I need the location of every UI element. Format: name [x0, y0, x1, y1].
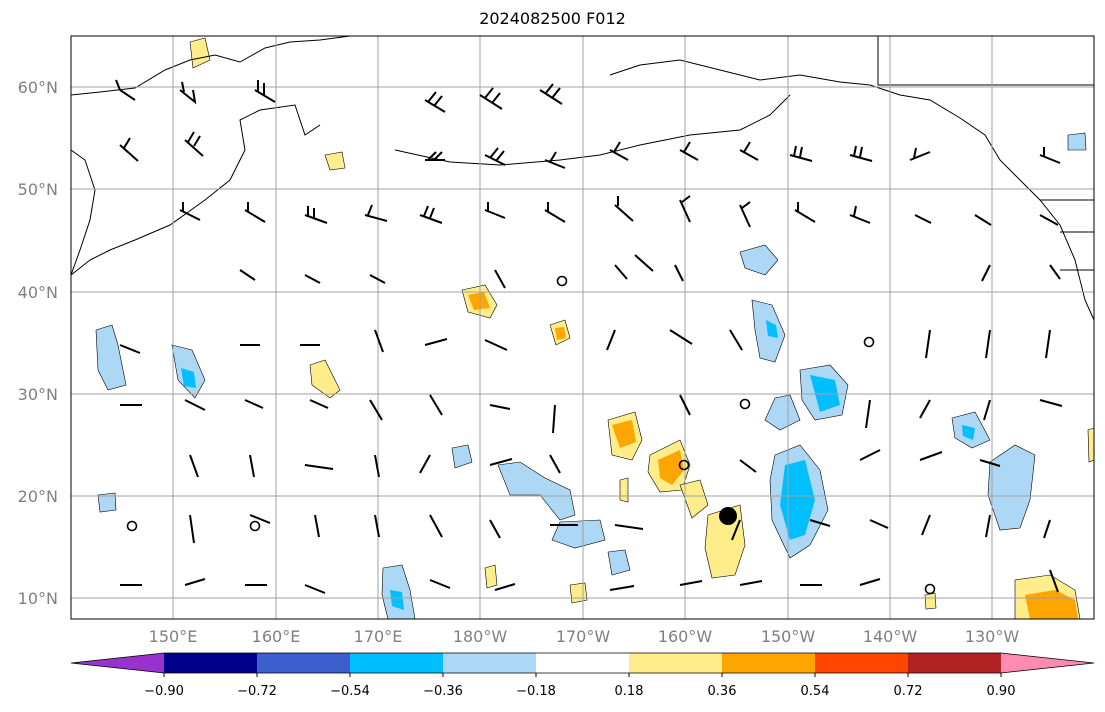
- colorbar-tick-label: 0.18: [615, 684, 644, 699]
- lon-label: 170°W: [556, 627, 611, 646]
- wind-barbs: [115, 79, 1063, 594]
- lon-label: 180°W: [453, 627, 508, 646]
- lon-label: 130°W: [965, 627, 1020, 646]
- lat-label: 30°N: [18, 385, 58, 404]
- colorbar-segment: [722, 653, 816, 673]
- colorbar-segment: [536, 653, 630, 673]
- colorbar-tick-label: −0.72: [237, 684, 277, 699]
- lon-label: 140°W: [863, 627, 918, 646]
- colorbar-tick-label: −0.36: [423, 684, 463, 699]
- colorbar-segment: [257, 653, 351, 673]
- lon-label: 160°E: [252, 627, 301, 646]
- colorbar-tick-labels: −0.90 −0.72 −0.54 −0.36 −0.18 0.18 0.36 0.54 0.7…: [144, 673, 1015, 699]
- lat-label: 40°N: [18, 283, 58, 302]
- lon-label: 170°E: [354, 627, 403, 646]
- colorbar-tick-label: 0.72: [894, 684, 923, 699]
- latitude-labels: 60°N 50°N 40°N 30°N 20°N 10°N: [18, 78, 58, 608]
- colorbar-tick-label: 0.54: [801, 684, 830, 699]
- colorbar-tick-label: −0.18: [516, 684, 556, 699]
- colorbar-segment: [815, 653, 909, 673]
- graticule: [71, 36, 1094, 619]
- colorbar-segment: [443, 653, 537, 673]
- lon-label: 160°W: [658, 627, 713, 646]
- calm-markers: [126, 275, 936, 595]
- lat-label: 20°N: [18, 487, 58, 506]
- colorbar-segment: [1001, 653, 1094, 673]
- colorbar-segment: [350, 653, 444, 673]
- colorbar-tick-label: 0.90: [987, 684, 1016, 699]
- colorbar-tick-label: −0.90: [144, 684, 184, 699]
- lat-label: 50°N: [18, 180, 58, 199]
- location-marker: [719, 507, 737, 525]
- colorbar-segment: [908, 653, 1002, 673]
- colorbar-segment: [164, 653, 258, 673]
- lon-label: 150°W: [761, 627, 816, 646]
- colorbar-tick-label: −0.54: [330, 684, 370, 699]
- map-title: 2024082500 F012: [479, 9, 626, 28]
- lon-label: 150°E: [149, 627, 198, 646]
- lat-label: 10°N: [18, 589, 58, 608]
- colorbar-segment: [71, 653, 164, 673]
- map-frame: [70, 35, 1095, 620]
- colorbar-segment: [629, 653, 723, 673]
- lat-label: 60°N: [18, 78, 58, 97]
- colorbar-tick-label: 0.36: [708, 684, 737, 699]
- longitude-labels: 150°E 160°E 170°E 180°W 170°W 160°W 150°…: [149, 627, 1020, 646]
- colorbar: [70, 652, 1095, 674]
- coastlines: [70, 35, 1095, 321]
